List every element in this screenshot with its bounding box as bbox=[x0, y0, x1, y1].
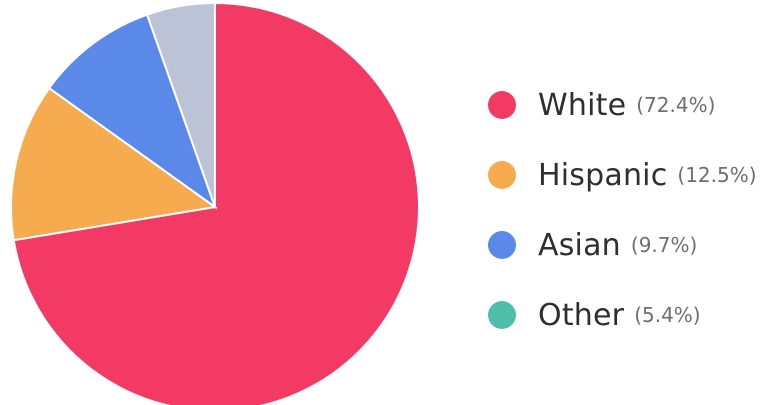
legend-swatch-asian bbox=[488, 231, 516, 259]
legend-value-hispanic: (12.5%) bbox=[677, 163, 757, 187]
legend-swatch-other bbox=[488, 301, 516, 329]
legend-label-other: Other bbox=[538, 297, 625, 333]
legend-swatch-white bbox=[488, 91, 516, 119]
legend-item-asian: Asian (9.7%) bbox=[488, 210, 774, 280]
legend-value-white: (72.4%) bbox=[636, 93, 716, 117]
legend-value-asian: (9.7%) bbox=[630, 233, 698, 257]
legend-label-asian: Asian bbox=[538, 227, 621, 263]
legend-item-hispanic: Hispanic (12.5%) bbox=[488, 140, 774, 210]
pie-slice-asian bbox=[47, 13, 218, 210]
legend-item-white: White (72.4%) bbox=[488, 70, 774, 140]
pie-plot-area bbox=[10, 1, 421, 405]
pie-slice-hispanic bbox=[10, 86, 218, 242]
legend-swatch-hispanic bbox=[488, 161, 516, 189]
pie-slice-white bbox=[12, 1, 421, 405]
legend-item-other: Other (5.4%) bbox=[488, 280, 774, 350]
legend-label-white: White bbox=[538, 87, 627, 123]
pie-slice-other bbox=[145, 1, 216, 208]
chart-legend: White (72.4%) Hispanic (12.5%) Asian (9.… bbox=[488, 70, 774, 350]
legend-value-other: (5.4%) bbox=[634, 303, 701, 327]
legend-label-hispanic: Hispanic bbox=[538, 157, 668, 193]
